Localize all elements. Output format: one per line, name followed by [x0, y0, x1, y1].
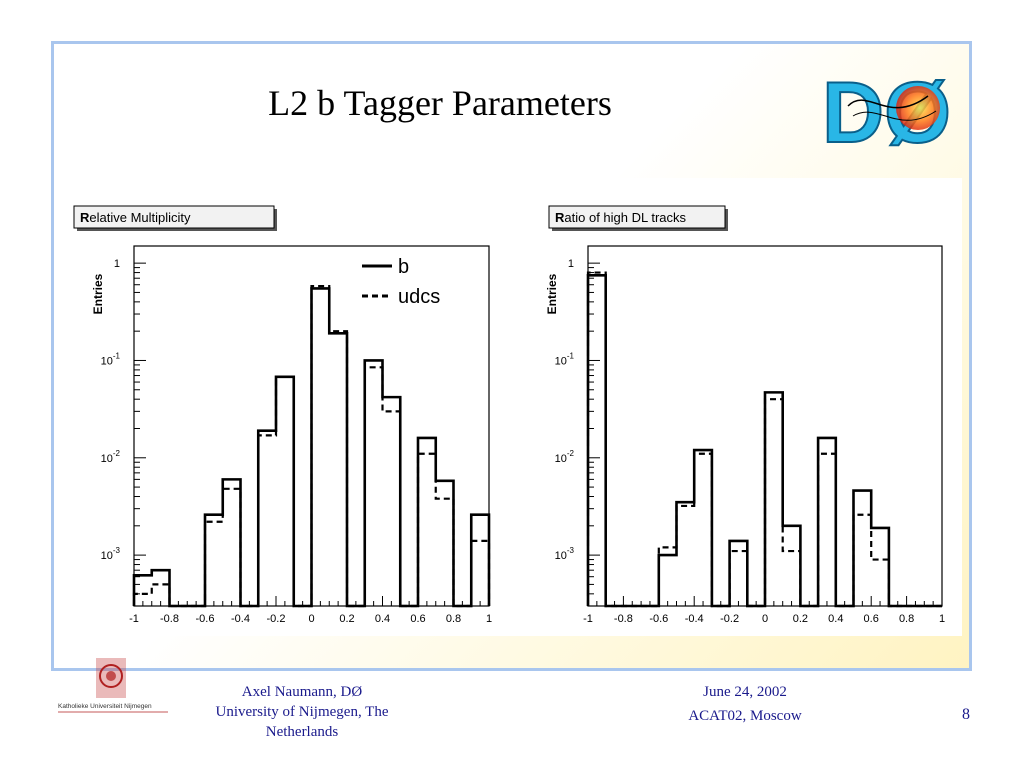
y-tick-label: 1 — [114, 258, 120, 270]
chart-ratio-high-dl-tracks: Ratio of high DL tracksEntries110-110-21… — [545, 205, 945, 625]
d0-experiment-logo: DØ — [821, 66, 952, 152]
y-tick-base: 10 — [101, 453, 113, 465]
footer-author: Axel Naumann, DØ University of Nijmegen,… — [190, 682, 414, 742]
x-tick-label: -0.6 — [196, 613, 215, 625]
y-tick-label: 1 — [568, 258, 574, 270]
y-tick-base: 10 — [555, 453, 567, 465]
footer-author-line-1: Axel Naumann, DØ — [241, 684, 363, 700]
university-logo-text: Katholieke Universiteit Nijmegen — [58, 703, 152, 710]
x-tick-label: 0.2 — [339, 613, 354, 625]
chart-title: Ratio of high DL tracks — [555, 210, 687, 225]
page-number: 8 — [962, 706, 970, 723]
y-tick-exponent: -3 — [113, 546, 121, 555]
y-tick-exponent: -2 — [113, 449, 121, 458]
slide-title: L2 b Tagger Parameters — [268, 83, 612, 123]
histogram-series-udcs — [132, 285, 491, 608]
x-tick-label: 0.2 — [793, 613, 808, 625]
chart-title-initial: R — [555, 210, 565, 225]
y-tick-label: 10-1 — [101, 351, 121, 367]
x-tick-label: 0.8 — [446, 613, 461, 625]
x-tick-label: -0.6 — [649, 613, 668, 625]
y-tick-label: 10-2 — [555, 449, 575, 465]
university-logo: Katholieke Universiteit Nijmegen — [58, 658, 168, 713]
y-tick-base: 10 — [101, 355, 113, 367]
x-tick-label: -0.2 — [267, 613, 286, 625]
x-tick-label: 1 — [486, 613, 492, 625]
chart-title-initial: R — [80, 210, 90, 225]
x-tick-label: -1 — [129, 613, 139, 625]
footer-date: June 24, 2002 — [703, 684, 787, 700]
chart-title: Relative Multiplicity — [80, 210, 191, 225]
y-tick-base: 10 — [555, 355, 567, 367]
x-tick-label: 0.4 — [375, 613, 390, 625]
footer-author-line-2: University of Nijmegen, The — [215, 704, 389, 720]
chart-title-rest: atio of high DL tracks — [564, 210, 686, 225]
x-tick-label: -1 — [583, 613, 593, 625]
chart-title-box — [73, 205, 275, 229]
y-tick-base: 1 — [114, 258, 120, 270]
chart-relative-multiplicity: Relative MultiplicityEntries110-110-210-… — [73, 205, 492, 625]
x-tick-label: 0 — [308, 613, 314, 625]
y-tick-exponent: -1 — [567, 351, 575, 360]
x-tick-label: -0.4 — [685, 613, 704, 625]
y-tick-base: 10 — [555, 550, 567, 562]
x-tick-label: -0.8 — [160, 613, 179, 625]
histogram-panels: Relative MultiplicityEntries110-110-210-… — [73, 205, 945, 625]
histogram-series-b — [586, 273, 942, 608]
legend-label-udcs: udcs — [398, 286, 440, 308]
x-tick-label: 1 — [939, 613, 945, 625]
chart-title-box — [548, 205, 726, 229]
y-tick-label: 10-3 — [555, 546, 575, 562]
y-tick-base: 10 — [101, 550, 113, 562]
y-axis-label: Entries — [545, 273, 559, 314]
x-tick-label: 0.6 — [864, 613, 879, 625]
y-tick-exponent: -1 — [113, 351, 121, 360]
x-tick-label: 0.4 — [828, 613, 843, 625]
x-tick-label: -0.2 — [720, 613, 739, 625]
y-tick-label: 10-2 — [101, 449, 121, 465]
y-tick-label: 10-1 — [555, 351, 575, 367]
plot-area: Relative Multiplicity Entries 1 10-1 10-2 10-… — [58, 178, 962, 636]
x-tick-label: -0.8 — [614, 613, 633, 625]
x-tick-label: 0.6 — [410, 613, 425, 625]
y-tick-exponent: -3 — [567, 546, 575, 555]
histogram-series-udcs — [586, 271, 942, 608]
footer-conference: ACAT02, Moscow — [688, 708, 802, 724]
chart-title-rest: elative Multiplicity — [89, 210, 191, 225]
y-tick-exponent: -2 — [567, 449, 575, 458]
x-tick-label: 0.8 — [899, 613, 914, 625]
footer-author-line-3: Netherlands — [265, 724, 339, 740]
x-tick-label: 0 — [762, 613, 768, 625]
legend-label-b: b — [398, 256, 409, 278]
y-axis-label: Entries — [91, 273, 105, 314]
y-tick-base: 1 — [568, 258, 574, 270]
x-tick-label: -0.4 — [231, 613, 250, 625]
y-tick-label: 10-3 — [101, 546, 121, 562]
